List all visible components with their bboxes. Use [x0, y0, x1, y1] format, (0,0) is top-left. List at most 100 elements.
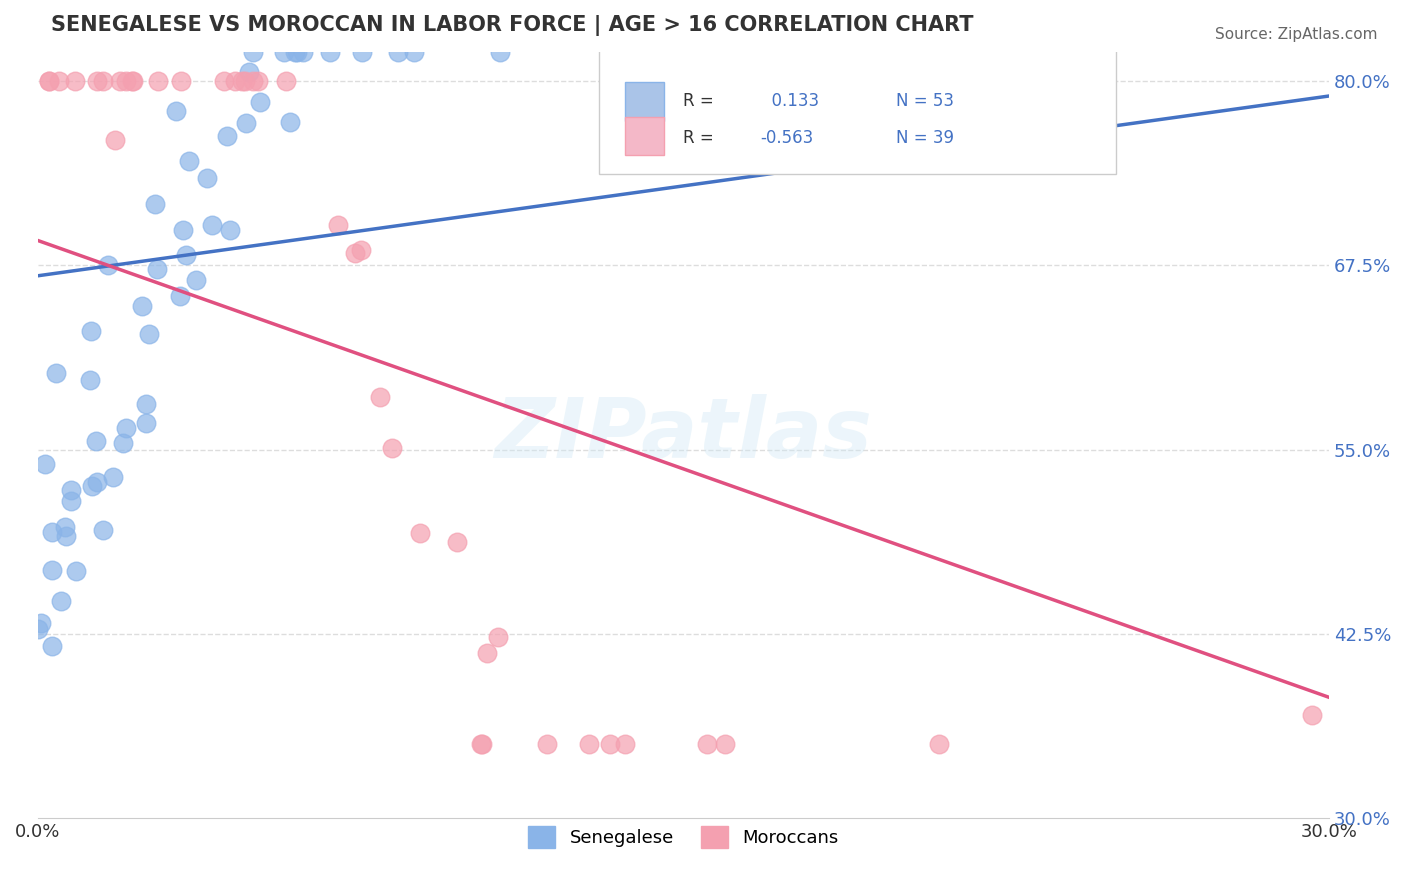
Text: N = 39: N = 39 [896, 128, 955, 146]
Point [65, 564, 87, 578]
Point [486, 630, 509, 644]
Point [38, 74, 60, 88]
Point [135, 397, 157, 411]
Point [195, 171, 218, 186]
Point [387, 45, 409, 59]
Point [45, 367, 67, 381]
Point [112, 435, 135, 450]
Point [402, 45, 425, 59]
Point [343, 245, 366, 260]
Point [246, 74, 269, 88]
Point [174, 247, 197, 261]
Point [131, 299, 153, 313]
Bar [626, 82, 664, 120]
Point [172, 223, 194, 237]
Point [79, 373, 101, 387]
Text: Source: ZipAtlas.com: Source: ZipAtlas.com [1215, 27, 1378, 42]
Point [101, 469, 124, 483]
Point [135, 416, 157, 430]
Point [91, 523, 114, 537]
Point [350, 243, 373, 257]
Text: -0.563: -0.563 [761, 128, 814, 146]
Point [114, 421, 136, 435]
Point [278, 115, 301, 129]
Point [284, 45, 307, 59]
Point [292, 45, 315, 59]
Point [80, 479, 103, 493]
Point [381, 442, 404, 456]
Point [212, 74, 235, 88]
Point [145, 196, 167, 211]
Text: 0.133: 0.133 [761, 92, 818, 110]
Point [63, 74, 86, 88]
Point [169, 289, 191, 303]
Point [370, 390, 392, 404]
FancyBboxPatch shape [599, 48, 1116, 175]
Bar [626, 117, 664, 155]
Point [59, 483, 82, 498]
Point [319, 45, 342, 59]
Point [235, 116, 257, 130]
Point [53, 519, 76, 533]
Point [273, 45, 295, 59]
Point [242, 74, 264, 88]
Point [91, 74, 114, 88]
Point [276, 74, 298, 88]
Point [224, 74, 246, 88]
Point [328, 219, 350, 233]
Point [84, 434, 107, 449]
Point [477, 646, 499, 660]
Point [249, 95, 271, 110]
Point [231, 74, 253, 88]
Point [242, 45, 264, 59]
Point [285, 45, 308, 59]
Point [446, 534, 468, 549]
Point [60, 493, 83, 508]
Point [115, 74, 138, 88]
Text: ZIPatlas: ZIPatlas [495, 394, 872, 475]
Point [696, 738, 718, 752]
Point [55, 529, 77, 543]
Point [599, 738, 621, 752]
Point [352, 45, 374, 59]
Point [238, 65, 260, 79]
Point [471, 738, 494, 752]
Point [86, 475, 108, 490]
Point [30, 615, 52, 630]
Point [215, 128, 238, 143]
Point [488, 45, 510, 59]
Text: R =: R = [683, 128, 714, 146]
Point [165, 103, 187, 118]
Text: R =: R = [683, 92, 714, 110]
Point [713, 738, 735, 752]
Point [219, 222, 242, 236]
Point [121, 74, 143, 88]
Point [41, 524, 63, 539]
Point [184, 273, 207, 287]
Point [928, 738, 950, 752]
Point [170, 74, 193, 88]
Point [233, 74, 256, 88]
Point [34, 457, 56, 471]
Point [536, 738, 558, 752]
Point [1301, 707, 1323, 722]
Point [201, 219, 224, 233]
Point [408, 525, 430, 540]
Point [41, 563, 63, 577]
Text: N = 53: N = 53 [896, 92, 955, 110]
Point [49, 593, 72, 607]
Point [146, 262, 169, 277]
Point [613, 738, 636, 752]
Text: SENEGALESE VS MOROCCAN IN LABOR FORCE | AGE > 16 CORRELATION CHART: SENEGALESE VS MOROCCAN IN LABOR FORCE | … [51, 15, 973, 36]
Point [104, 133, 127, 147]
Point [41, 640, 63, 654]
Point [177, 154, 200, 169]
Point [578, 738, 600, 752]
Point [38, 74, 60, 88]
Point [146, 74, 169, 88]
Legend: Senegalese, Moroccans: Senegalese, Moroccans [520, 819, 846, 855]
Point [108, 74, 131, 88]
Point [122, 74, 145, 88]
Point [27, 623, 49, 637]
Point [86, 74, 108, 88]
